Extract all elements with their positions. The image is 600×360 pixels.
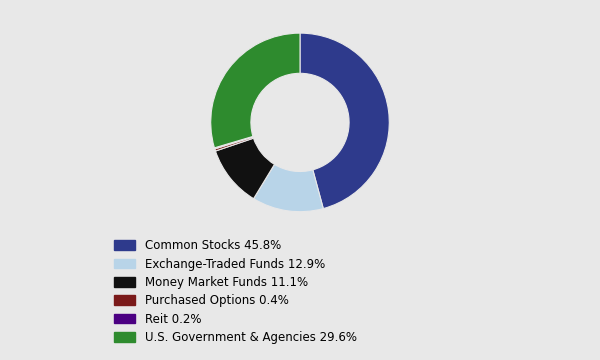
Wedge shape: [300, 33, 389, 208]
Wedge shape: [215, 137, 253, 151]
Wedge shape: [254, 165, 323, 212]
Wedge shape: [211, 33, 300, 148]
Legend: Common Stocks 45.8%, Exchange-Traded Funds 12.9%, Money Market Funds 11.1%, Purc: Common Stocks 45.8%, Exchange-Traded Fun…: [114, 239, 356, 344]
Wedge shape: [214, 136, 253, 149]
Wedge shape: [215, 138, 274, 199]
